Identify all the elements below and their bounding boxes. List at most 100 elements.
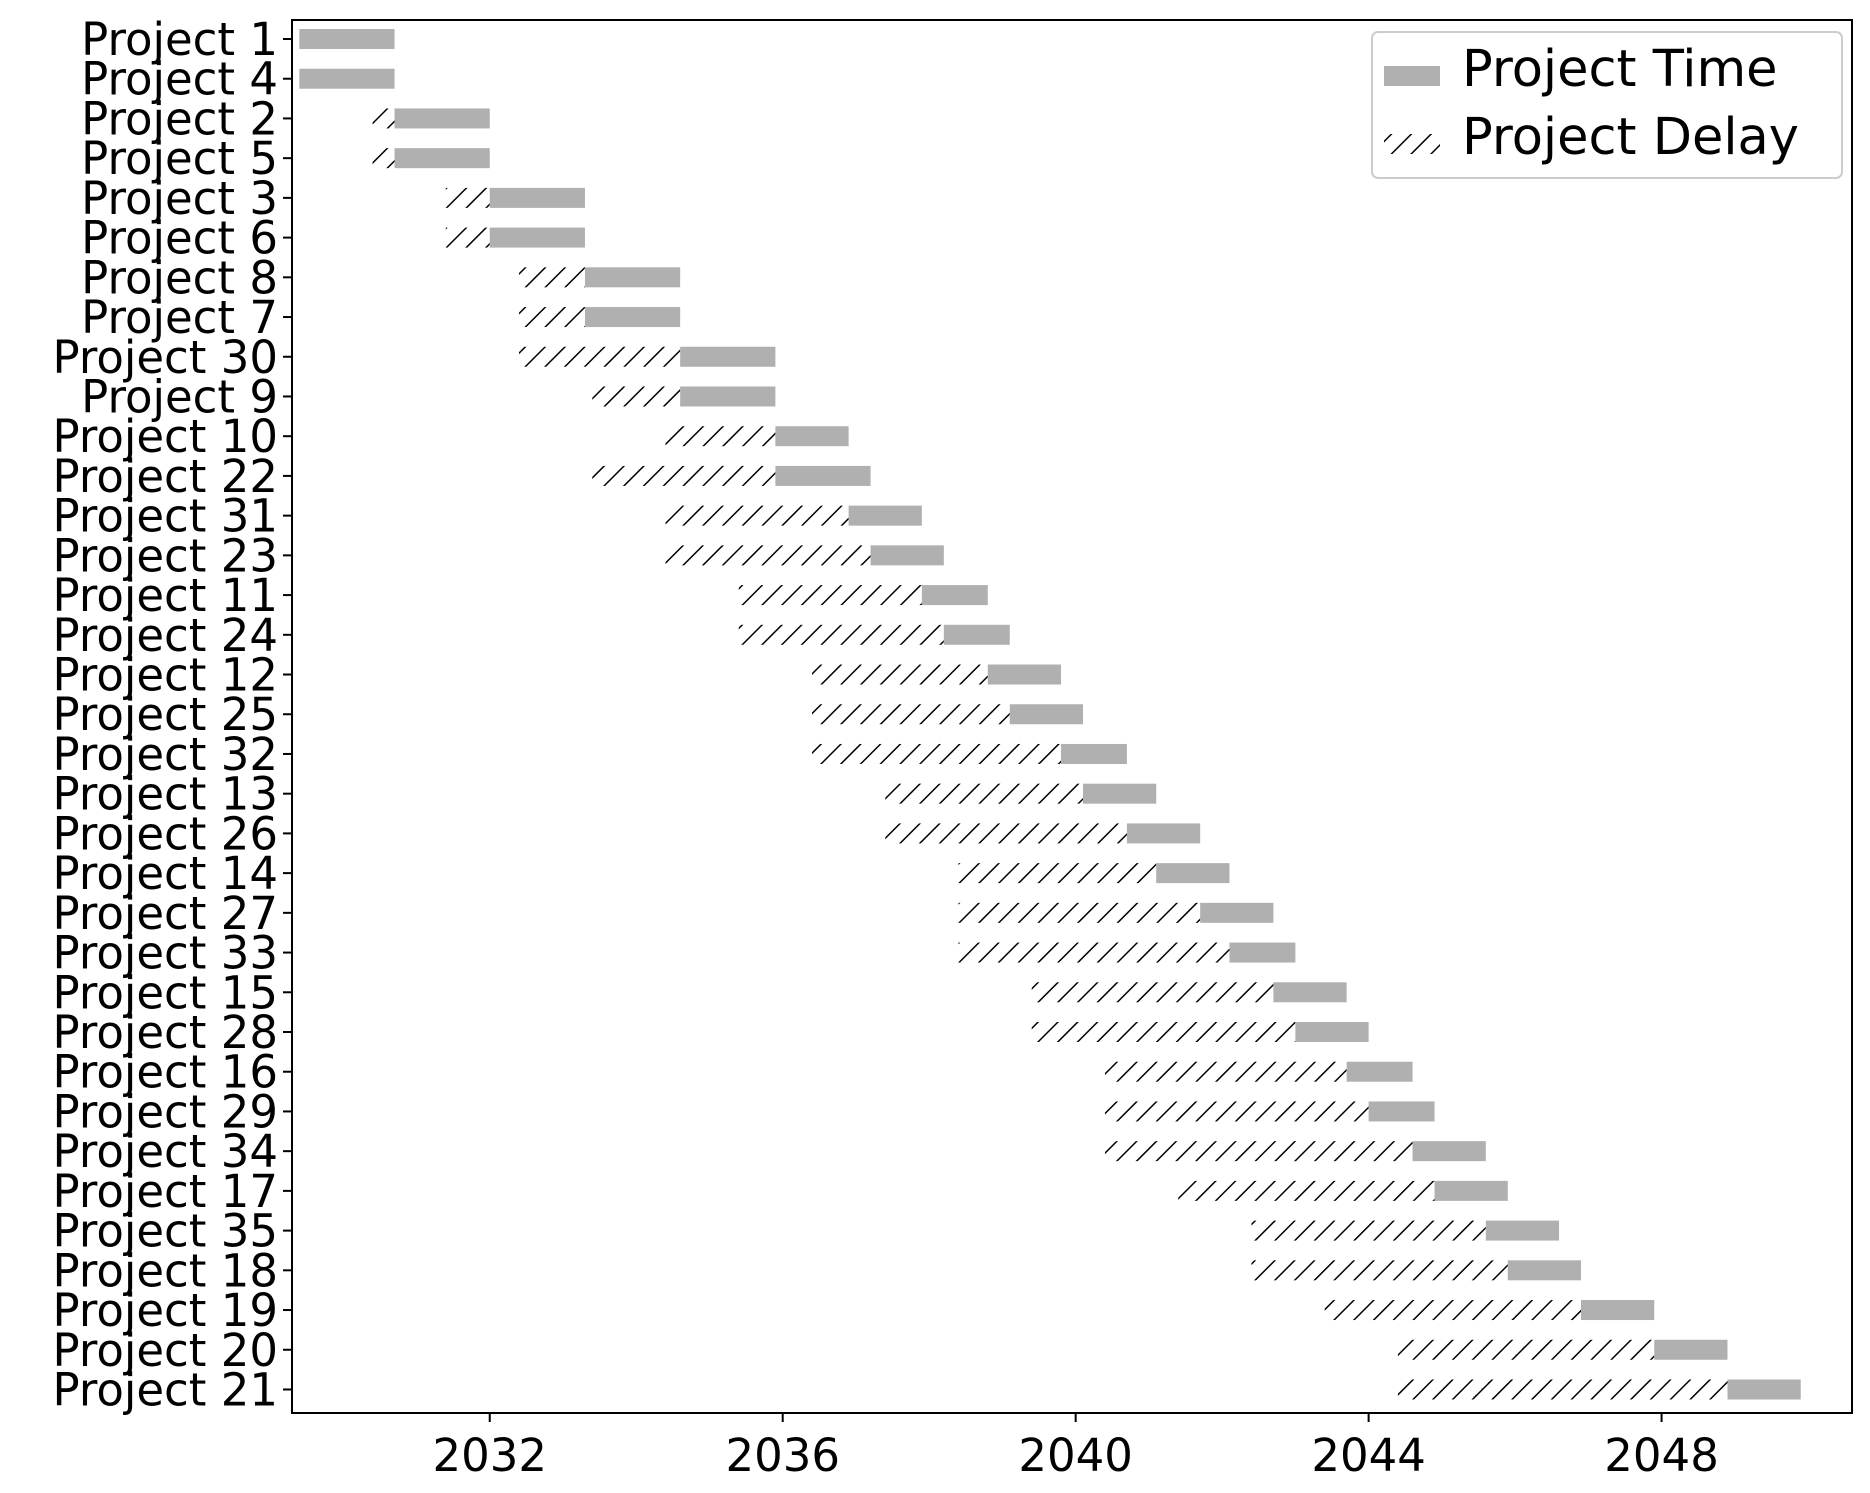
time-bar-project-22 — [775, 465, 871, 486]
y-tick-label-project-20: Project 20 — [52, 1324, 278, 1377]
delay-bar-project-14 — [958, 863, 1157, 884]
time-bar-project-33 — [1229, 942, 1296, 963]
y-tick-label-project-7: Project 7 — [81, 291, 278, 344]
y-tick-label-project-19: Project 19 — [52, 1284, 278, 1337]
delay-bar-project-13 — [885, 783, 1083, 804]
delay-bar-project-31 — [665, 505, 849, 526]
y-tick-label-project-14: Project 14 — [52, 847, 278, 900]
legend-label-project-delay: Project Delay — [1462, 108, 1799, 167]
delay-bar-project-35 — [1251, 1220, 1486, 1241]
time-bar-project-25 — [1009, 704, 1083, 725]
delay-bar-project-21 — [1397, 1379, 1728, 1400]
y-tick-label-project-8: Project 8 — [81, 251, 278, 304]
legend-label-project-time: Project Time — [1462, 40, 1778, 99]
time-bar-project-32 — [1061, 743, 1127, 764]
x-tick-label-2044: 2044 — [1311, 1429, 1426, 1482]
delay-bar-project-33 — [958, 942, 1230, 963]
delay-bar-project-8 — [519, 267, 585, 288]
x-tick-label-2048: 2048 — [1604, 1429, 1719, 1482]
delay-bar-project-15 — [1031, 982, 1274, 1003]
time-bar-project-18 — [1507, 1260, 1582, 1281]
legend-swatch-project-delay — [1384, 134, 1440, 154]
y-tick-label-project-15: Project 15 — [52, 966, 278, 1019]
delay-bar-project-29 — [1104, 1101, 1369, 1122]
delay-bar-project-19 — [1324, 1300, 1582, 1321]
y-tick-label-project-16: Project 16 — [52, 1046, 278, 1099]
y-tick-label-project-5: Project 5 — [81, 132, 278, 185]
time-bar-project-8 — [584, 267, 681, 288]
time-bar-project-28 — [1295, 1022, 1369, 1042]
delay-bar-project-34 — [1104, 1141, 1413, 1162]
legend-box — [1371, 31, 1843, 179]
time-bar-project-27 — [1200, 902, 1274, 923]
time-bar-project-6 — [489, 227, 585, 248]
delay-bar-project-11 — [738, 585, 922, 606]
time-bar-project-23 — [870, 545, 944, 566]
y-tick-label-project-17: Project 17 — [52, 1165, 278, 1218]
time-bar-project-35 — [1485, 1220, 1560, 1241]
y-tick-label-project-33: Project 33 — [52, 927, 278, 980]
x-tick-label-2040: 2040 — [1018, 1429, 1133, 1482]
y-tick-label-project-13: Project 13 — [52, 768, 278, 821]
time-bar-project-7 — [584, 307, 681, 328]
y-tick-label-project-35: Project 35 — [52, 1205, 278, 1258]
delay-bar-project-6 — [445, 227, 490, 248]
time-bar-project-2 — [394, 108, 490, 129]
y-tick-label-project-34: Project 34 — [52, 1125, 278, 1178]
y-tick-label-project-1: Project 1 — [81, 13, 278, 66]
y-tick-label-project-4: Project 4 — [81, 53, 278, 106]
time-bar-project-4 — [299, 68, 395, 89]
y-tick-label-project-2: Project 2 — [81, 92, 278, 145]
delay-bar-project-25 — [812, 704, 1010, 725]
y-tick-label-project-31: Project 31 — [52, 490, 278, 543]
x-tick-label-2032: 2032 — [432, 1429, 547, 1482]
time-bar-project-11 — [921, 585, 988, 606]
time-bar-project-10 — [775, 426, 849, 447]
delay-bar-project-12 — [812, 664, 988, 685]
y-tick-label-project-22: Project 22 — [52, 450, 278, 503]
time-bar-project-16 — [1346, 1061, 1413, 1082]
delay-bar-project-28 — [1031, 1022, 1296, 1042]
y-tick-label-project-6: Project 6 — [81, 212, 278, 265]
time-bar-project-29 — [1368, 1101, 1435, 1122]
legend-swatch-project-time — [1384, 66, 1440, 86]
time-bar-project-26 — [1126, 823, 1201, 844]
time-bar-project-5 — [394, 148, 490, 169]
legend: Project Time Project Delay — [1371, 31, 1843, 179]
delay-bar-project-17 — [1178, 1180, 1435, 1201]
y-tick-label-project-30: Project 30 — [52, 331, 278, 384]
delay-bar-project-16 — [1104, 1061, 1347, 1082]
time-bar-project-30 — [680, 346, 776, 367]
delay-bar-project-30 — [519, 346, 681, 367]
delay-bar-project-18 — [1251, 1260, 1508, 1281]
delay-bar-project-7 — [519, 307, 585, 328]
y-tick-label-project-10: Project 10 — [52, 410, 278, 463]
delay-bar-project-22 — [592, 465, 776, 486]
delay-bar-project-23 — [665, 545, 871, 566]
delay-bar-project-27 — [958, 902, 1201, 923]
time-bar-project-24 — [943, 624, 1010, 645]
time-bar-project-19 — [1581, 1300, 1655, 1321]
time-bar-project-1 — [299, 29, 395, 49]
delay-bar-project-5 — [372, 148, 395, 169]
bars-layer — [299, 29, 1801, 1400]
time-bar-project-14 — [1156, 863, 1230, 884]
time-bar-project-13 — [1082, 783, 1157, 804]
delay-bar-project-20 — [1397, 1339, 1655, 1360]
y-tick-label-project-18: Project 18 — [52, 1244, 278, 1297]
time-bar-project-20 — [1654, 1339, 1728, 1360]
y-tick-label-project-3: Project 3 — [81, 172, 278, 225]
time-bar-project-15 — [1273, 982, 1347, 1003]
delay-bar-project-32 — [812, 743, 1062, 764]
y-tick-label-project-9: Project 9 — [81, 370, 278, 423]
y-tick-label-project-27: Project 27 — [52, 887, 278, 940]
x-tick-label-2036: 2036 — [725, 1429, 840, 1482]
y-tick-label-project-32: Project 32 — [52, 728, 278, 781]
time-bar-project-21 — [1727, 1379, 1801, 1400]
delay-bar-project-24 — [738, 624, 944, 645]
y-tick-label-project-26: Project 26 — [52, 807, 278, 860]
y-tick-label-project-12: Project 12 — [52, 649, 278, 702]
delay-bar-project-26 — [885, 823, 1127, 844]
